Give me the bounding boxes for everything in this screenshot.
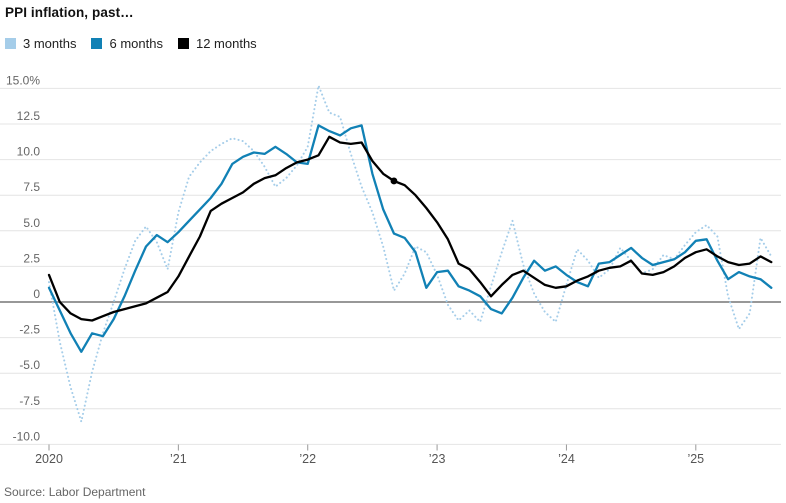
- x-axis-label: ’23: [429, 452, 446, 466]
- legend-item-6-months: 6 months: [91, 36, 163, 51]
- legend-label: 12 months: [195, 36, 257, 51]
- legend-label: 6 months: [109, 36, 163, 51]
- source-note: Source: Labor Department: [4, 485, 146, 499]
- x-axis-label: ’24: [558, 452, 575, 466]
- x-axis-label: ’22: [299, 452, 316, 466]
- legend-swatch-icon: [91, 38, 103, 49]
- series-line-6-months: [47, 124, 773, 353]
- x-axis-label: ’25: [687, 452, 704, 466]
- series-line-12-months: [47, 135, 773, 322]
- y-axis-label: 7.5: [23, 180, 40, 194]
- y-axis-label: 10.0: [17, 145, 41, 159]
- legend-swatch-icon: [177, 38, 189, 49]
- y-axis-label: -7.5: [19, 394, 40, 408]
- y-axis-label: 2.5: [23, 251, 40, 265]
- y-axis-label: 15.0%: [6, 73, 40, 87]
- y-axis-label: 0: [33, 287, 40, 301]
- y-axis-label: -2.5: [19, 323, 40, 337]
- highlight-point-marker: [390, 177, 398, 185]
- x-axis-label: 2020: [35, 452, 63, 466]
- legend-label: 3 months: [23, 36, 77, 51]
- x-axis-label: ’21: [170, 452, 187, 466]
- chart-title: PPI inflation, past…: [5, 5, 134, 20]
- y-axis-label: -10.0: [13, 429, 41, 443]
- y-axis-label: 5.0: [23, 216, 40, 230]
- legend-item-3-months: 3 months: [5, 36, 76, 51]
- y-axis-label: -5.0: [19, 358, 40, 372]
- series-line-3-months: [48, 84, 773, 423]
- legend-swatch-icon: [5, 38, 16, 49]
- y-axis-label: 12.5: [17, 109, 41, 123]
- chart-legend: 3 months 6 months 12 months: [5, 36, 257, 51]
- legend-item-12-months: 12 months: [177, 36, 257, 51]
